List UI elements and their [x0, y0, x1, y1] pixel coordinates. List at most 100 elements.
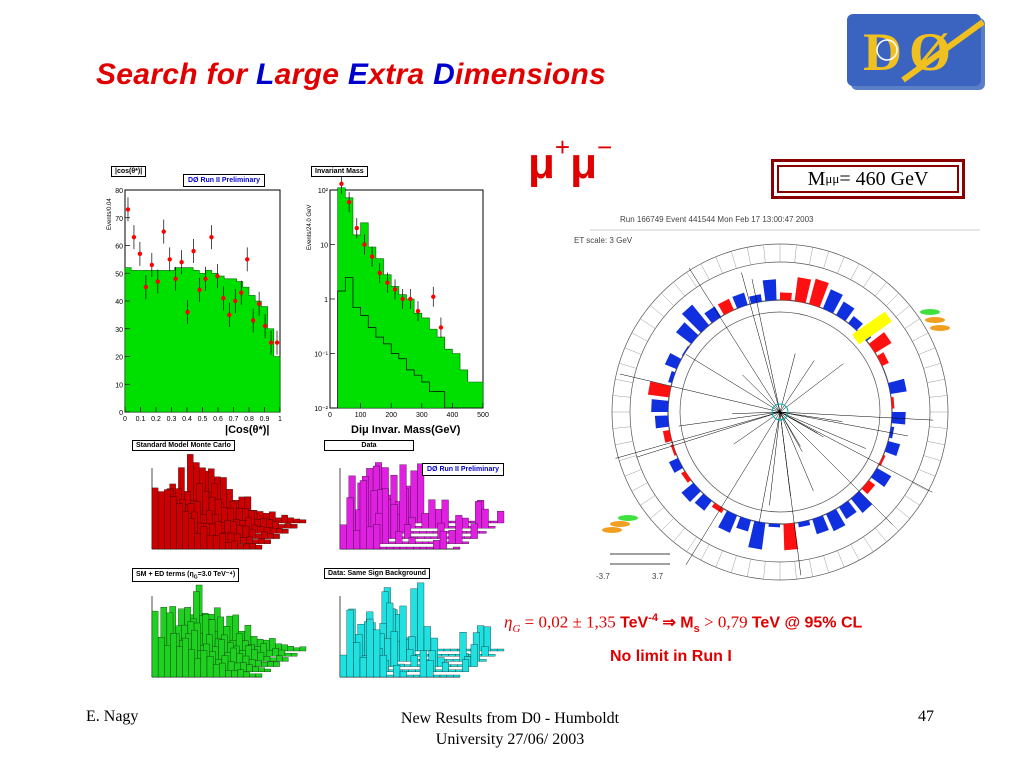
lego-bar: [421, 513, 429, 529]
lego-bar: [406, 674, 414, 678]
calorimeter-tower: [662, 430, 672, 443]
footer-line-2: University 27/06/ 2003: [435, 731, 585, 748]
detector-segment: [895, 506, 911, 519]
lego-bar: [450, 648, 458, 652]
lego-bar: [206, 535, 214, 550]
title-part: L: [256, 58, 275, 91]
cos-data-point: [250, 318, 256, 323]
lego-bar: [242, 525, 250, 539]
lego-bar: [151, 610, 159, 678]
footer-center: New Results from D0 - Humboldt Universit…: [360, 708, 660, 750]
cos-data-point: [137, 251, 143, 257]
lego-bar: [497, 648, 505, 652]
mass-ytick-label: 10: [320, 243, 328, 250]
cos-xtick-label: 0.4: [182, 416, 192, 423]
mass-ytick-label: 10⁻¹: [314, 352, 328, 359]
track: [742, 374, 781, 413]
calorimeter-tower: [748, 521, 766, 550]
lego-bar: [415, 541, 423, 544]
calorimeter-tower: [732, 292, 748, 309]
calorimeter-tower: [780, 292, 792, 301]
lego-bar: [255, 660, 262, 667]
calorimeter-tower: [711, 502, 724, 514]
track: [779, 411, 933, 493]
lego-bar: [299, 646, 307, 652]
lego-bar: [453, 674, 461, 678]
cos-plot-title: |cos(θ*)|: [111, 166, 147, 177]
mass-data-point: [377, 270, 382, 276]
lego-bar: [443, 648, 451, 652]
cos-data-point: [185, 309, 190, 315]
detector-segment: [850, 544, 860, 561]
lego-bar: [281, 514, 288, 524]
calorimeter-tower: [681, 304, 710, 333]
lego-bar: [399, 605, 407, 662]
detector-segment: [923, 362, 941, 369]
detector-segment: [715, 256, 723, 274]
cos-xlabel: |Cos(θ*)|: [225, 424, 270, 436]
title-part: Search for: [96, 58, 257, 91]
detector-segment: [918, 347, 936, 355]
cos-data-point: [125, 207, 131, 212]
lego-bar: [410, 655, 418, 667]
lego-ss-canvas: [339, 582, 505, 678]
detector-segment: [874, 527, 887, 543]
lego-bar: [157, 491, 165, 550]
lego-bar: [278, 524, 286, 529]
lego-data-plot: Data DØ Run II Preliminary: [318, 438, 508, 563]
track: [779, 411, 814, 491]
detector-segment: [686, 272, 697, 288]
mass-ylabel: Events/24.0 GeV: [307, 204, 313, 250]
mass-data-point: [385, 280, 390, 285]
cos-data-point: [167, 257, 172, 262]
lego-bar: [269, 527, 277, 534]
lego-bar: [266, 519, 273, 529]
lego-bar: [282, 657, 289, 662]
track: [779, 411, 908, 437]
lego-bar: [413, 546, 421, 550]
cos-ytick-label: 80: [115, 188, 123, 195]
calorimeter-tower: [647, 381, 671, 398]
lego-bar: [446, 674, 454, 678]
detector-segment: [863, 272, 874, 288]
detector-segment: [715, 550, 723, 568]
lego-bar: [464, 536, 472, 539]
lego-sm-plot: Standard Model Monte Carlo: [130, 438, 310, 563]
detector-segment: [631, 482, 648, 492]
calorimeter-tower: [891, 397, 895, 409]
footer-page-number: 47: [918, 708, 934, 725]
calorimeter-tower: [808, 278, 829, 308]
lego-data-prelim: DØ Run II Preliminary: [422, 463, 504, 476]
lego-bar: [439, 530, 447, 550]
lego-bar: [252, 666, 259, 672]
detector-segment: [837, 550, 845, 568]
cos-ytick-label: 60: [115, 244, 123, 251]
lego-bar: [417, 582, 425, 652]
cos-data-point: [274, 340, 280, 345]
calorimeter-tower: [883, 369, 888, 380]
lego-bar: [441, 499, 449, 529]
calorimeter-tower: [876, 352, 889, 366]
lego-bar: [437, 648, 445, 652]
calorimeter-tower: [664, 353, 682, 370]
cos-data-point: [197, 287, 202, 293]
detector-segment: [746, 247, 751, 265]
lego-bar: [200, 650, 208, 678]
cos-data-point: [215, 273, 220, 279]
lego-bar: [408, 669, 416, 672]
lego-bar: [359, 657, 367, 678]
detector-segment: [640, 318, 656, 329]
calorimeter-tower: [670, 444, 677, 456]
detector-segment: [794, 561, 797, 580]
lego-bar: [188, 649, 195, 678]
lego-bar: [255, 673, 263, 678]
detector-ring: [679, 311, 881, 513]
track: [779, 411, 893, 525]
detector-segment: [850, 263, 860, 280]
detector-segment: [673, 281, 686, 297]
cos-xtick-label: 0.3: [167, 416, 177, 423]
lego-bar: [455, 515, 463, 544]
lego-bar: [452, 659, 460, 662]
detector-segment: [885, 293, 899, 307]
lego-ed-canvas: [151, 584, 307, 678]
